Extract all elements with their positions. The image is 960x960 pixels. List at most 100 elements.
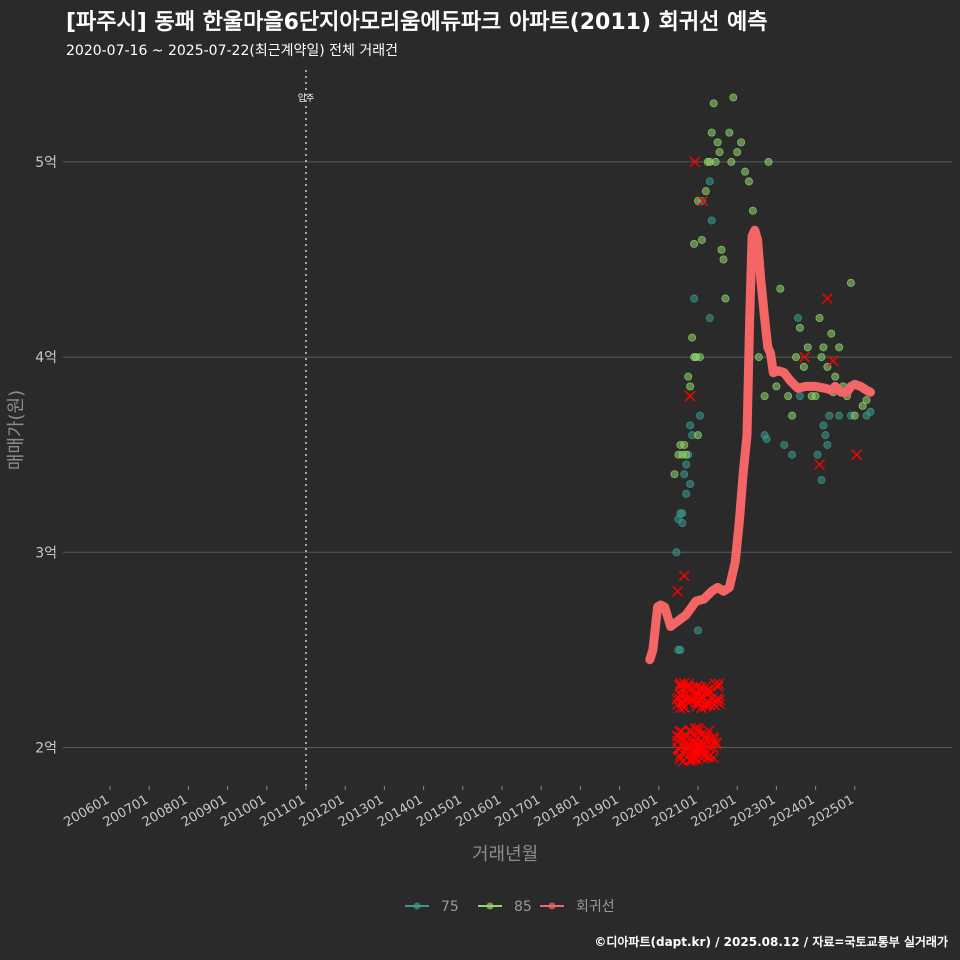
point-75: [788, 450, 797, 459]
point-85: [733, 148, 742, 157]
outlier-stroke: [675, 677, 686, 689]
point-85: [835, 343, 844, 352]
point-85: [725, 128, 734, 137]
outlier-cluster-mark: [674, 750, 686, 762]
outlier-cluster-mark: [687, 754, 698, 766]
outlier-stroke: [674, 726, 686, 738]
point-85: [715, 148, 724, 157]
point-75: [866, 407, 875, 416]
point-85: [695, 353, 704, 362]
outlier-stroke: [708, 752, 719, 764]
outlier-stroke: [671, 693, 683, 705]
point-85: [719, 255, 728, 264]
outlier-cluster-mark: [684, 754, 696, 766]
point-85: [688, 333, 697, 342]
point-75: [686, 479, 695, 488]
outlier-stroke: [693, 722, 705, 734]
outlier-stroke: [687, 754, 698, 766]
y-tick-label: 2억: [35, 741, 57, 757]
outlier-cluster-mark: [690, 747, 702, 759]
outlier-cluster-mark: [680, 693, 692, 704]
point-85: [680, 440, 689, 449]
point-85: [827, 329, 836, 338]
y-axis-title: 매매가(원): [6, 390, 27, 470]
point-85: [795, 323, 804, 332]
outlier-stroke: [681, 681, 693, 693]
outlier-stroke: [695, 681, 707, 693]
point-85: [772, 382, 781, 391]
outlier-stroke: [697, 195, 709, 207]
outlier-cluster-mark: [674, 726, 686, 738]
outlier-stroke: [685, 693, 697, 705]
outlier-cluster-mark: [689, 737, 701, 749]
point-85: [776, 284, 785, 293]
outlier-mark: [827, 355, 839, 367]
point-85: [707, 128, 716, 137]
outlier-cluster-mark: [695, 681, 707, 693]
point-85: [713, 138, 722, 147]
outlier-stroke: [674, 753, 686, 765]
point-85: [862, 396, 871, 405]
outlier-stroke: [682, 693, 694, 705]
legend-label: 75: [441, 899, 459, 915]
outlier-cluster-mark: [674, 702, 686, 714]
point-85: [744, 177, 753, 186]
point-85: [831, 372, 840, 381]
point-85: [709, 99, 718, 108]
point-85: [811, 392, 820, 401]
point-85: [748, 206, 757, 215]
outlier-cluster-mark: [674, 753, 686, 765]
outlier-stroke: [851, 449, 863, 461]
outlier-stroke: [674, 750, 686, 762]
y-tick-label: 4억: [35, 350, 57, 366]
point-75: [686, 421, 695, 430]
outlier-stroke: [689, 156, 701, 168]
outlier-stroke: [697, 728, 709, 740]
outlier-mark: [689, 156, 701, 168]
point-85: [717, 245, 726, 254]
point-85: [729, 93, 738, 102]
point-75: [821, 431, 830, 440]
point-75: [705, 177, 714, 186]
vline-layer: 입주: [298, 70, 315, 786]
point-85: [803, 343, 812, 352]
point-75: [813, 450, 822, 459]
outlier-stroke: [678, 570, 690, 582]
axis-layer: 2억3억4억5억20060120070120080120090120100120…: [35, 155, 857, 830]
outlier-stroke: [676, 682, 688, 694]
outlier-stroke: [674, 702, 686, 714]
outlier-cluster-mark: [673, 731, 685, 743]
outlier-stroke: [684, 754, 696, 766]
chart-subtitle: 2020-07-16 ~ 2025-07-22(최근계약일) 전체 거래건: [66, 43, 398, 59]
point-75: [678, 519, 687, 528]
y-tick-label: 3억: [35, 545, 57, 561]
outlier-cluster-mark: [679, 738, 691, 750]
outlier-stroke: [702, 685, 714, 697]
point-75: [694, 626, 703, 635]
outlier-cluster-mark: [683, 725, 695, 737]
outlier-stroke: [690, 747, 702, 759]
point-75: [682, 460, 691, 469]
outlier-mark: [799, 351, 811, 363]
point-85: [760, 392, 769, 401]
outlier-stroke: [814, 458, 826, 470]
point-85: [815, 314, 824, 323]
outlier-stroke: [680, 693, 692, 704]
point-85: [737, 138, 746, 147]
outlier-stroke: [827, 355, 839, 367]
move-in-label: 입주: [298, 92, 315, 104]
point-85: [819, 343, 828, 352]
point-85: [799, 362, 808, 371]
outlier-cluster-mark: [712, 681, 724, 693]
outlier-mark: [672, 585, 684, 597]
legend-swatch-dot: [413, 902, 421, 910]
point-85: [697, 235, 706, 244]
source-caption: ©디아파트(dapt.kr) / 2025.08.12 / 자료=국토교통부 실…: [594, 935, 948, 949]
outlier-cluster-mark: [695, 702, 707, 714]
outlier-stroke: [799, 351, 811, 363]
point-85: [690, 239, 699, 248]
point-75: [682, 489, 691, 498]
line-layer: [645, 225, 875, 665]
outlier-cluster-mark: [691, 680, 703, 692]
outlier-stroke: [708, 699, 720, 711]
